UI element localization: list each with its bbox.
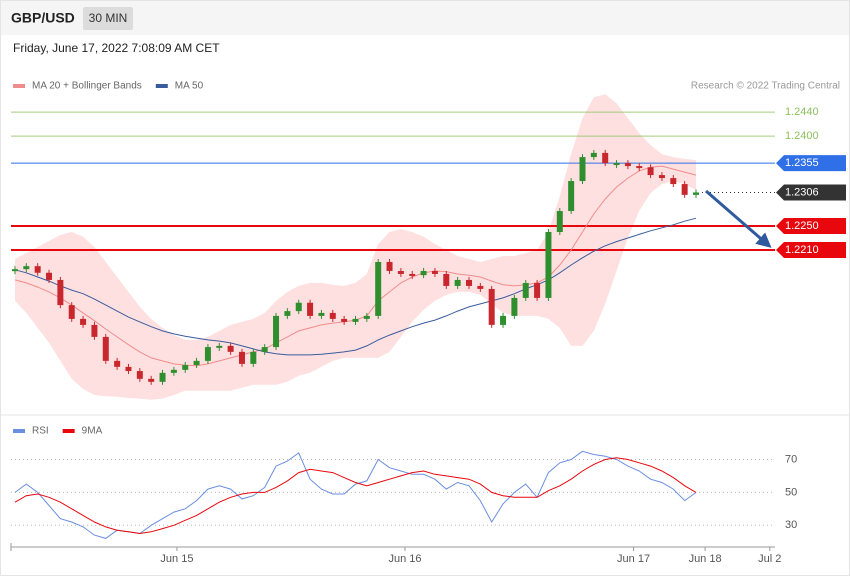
candle [227,345,234,352]
candle [624,163,631,167]
candle [500,315,507,325]
candle [125,366,132,372]
candle [284,311,291,316]
candle [136,371,143,379]
candle [647,167,654,176]
x-tick-label: Jun 16 [388,553,421,565]
level-label-box [776,184,846,201]
candle [159,372,166,382]
projection-arrow [705,189,772,248]
candle [102,336,109,361]
candle [57,279,64,306]
interval[interactable]: 30 MIN [89,11,128,25]
candle [193,360,200,366]
legend-label: MA 20 + Bollinger Bands [32,81,142,92]
candle [409,273,416,276]
candle [170,369,177,373]
candle [579,157,586,182]
candle [454,279,461,286]
y-tick-label: 30 [785,519,797,531]
legend-swatch [13,429,25,433]
plot-layers: 1.2440 1.2400 1.2355 1.2306 1.2250 1.2210 MA 2… [10,81,846,565]
candle [329,312,336,319]
candle [11,269,18,272]
candle [68,305,75,319]
candle [386,261,393,271]
candle [148,378,155,382]
candle [273,315,280,348]
level-label: 1.2400 [785,130,819,142]
level-label: 1.2250 [785,220,819,232]
candle [522,282,529,298]
candle [681,184,688,195]
candle [341,318,348,322]
candle [295,302,302,312]
level-label: 1.2306 [785,186,819,198]
level-label-box [776,218,846,235]
interval-box[interactable] [83,7,133,30]
candle [613,163,620,166]
candle [23,266,30,270]
candle [352,318,359,322]
level-label: 1.2440 [785,106,819,118]
candle [590,152,597,158]
y-tick-label: 70 [785,453,797,465]
candle [534,282,541,298]
candle [693,192,700,195]
candle [477,285,484,289]
candle [568,181,575,212]
timestamp: Friday, June 17, 2022 7:08:09 AM CET [13,41,220,55]
level-label-box [776,241,846,258]
candle [34,266,41,273]
candle [307,302,314,316]
candle [182,365,189,370]
candle [511,297,518,316]
legend-label: 9MA [82,426,103,437]
candle [238,351,245,364]
candle [545,232,552,298]
x-tick-label: Jun 15 [160,553,193,565]
legend-swatch [155,84,168,88]
candle [114,360,121,367]
candle [556,211,563,233]
candle [397,270,404,274]
candle [670,178,677,185]
x-tick-label: Jun 17 [617,553,650,565]
level-label: 1.2210 [785,244,819,256]
candle [636,166,643,169]
series-line [14,457,697,535]
bollinger-band [15,94,696,400]
candle [375,261,382,316]
candle [204,347,211,361]
legend-swatch [13,84,25,88]
candle [91,324,98,337]
candle [318,312,325,316]
candle [465,279,472,286]
candle [363,315,370,319]
y-tick-label: 50 [785,486,797,498]
candle [216,345,223,348]
candle [250,351,257,364]
level-label: 1.2355 [785,157,819,169]
candle [261,347,268,352]
copyright: Research © 2022 Trading Central [691,81,840,92]
ma-line [14,217,697,356]
candle [431,270,438,274]
legend-label: MA 50 [175,81,204,92]
candle [602,152,609,164]
candle [443,273,450,286]
legend-label: RSI [32,426,49,437]
candle [80,318,87,325]
level-label-box [776,155,846,172]
x-tick-label: Jun 18 [689,553,722,565]
candle [488,288,495,325]
symbol: GBP/USD [11,10,75,26]
candle [420,270,427,276]
candle [658,175,665,179]
legend-swatch [62,429,75,433]
x-tick-label: Jul 2 [758,553,781,565]
candle [46,272,53,280]
top-bar [1,1,849,35]
